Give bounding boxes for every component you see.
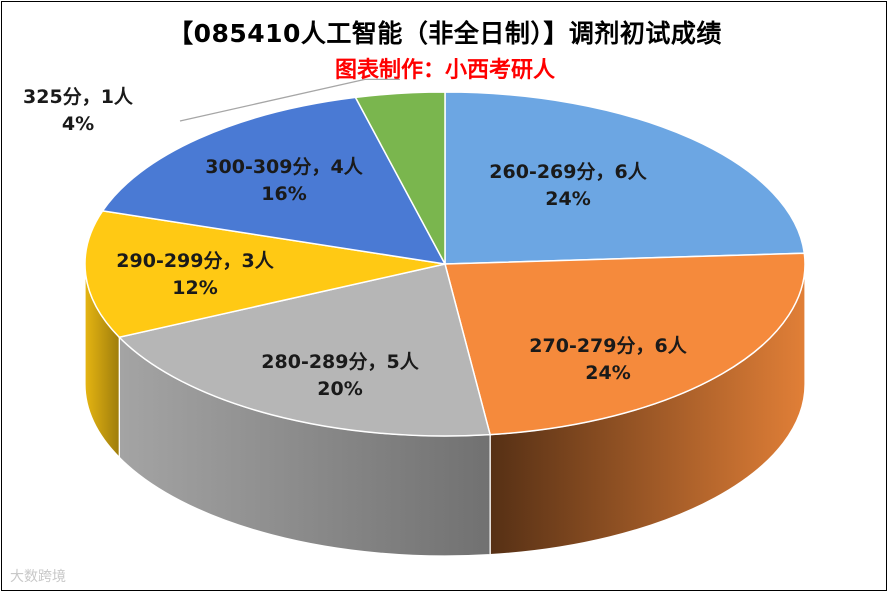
pie-slice-270-279分 [444,252,806,436]
pie-slice-290-299分 [84,210,446,339]
pie-slice-325分 [354,91,446,265]
data-label-280-289分: 280-289分，5人 20% [261,351,419,400]
data-label-percent: 4% [62,113,94,135]
leader-lines [179,78,400,122]
pie-slice-260-269分 [444,91,806,265]
data-label-name: 290-299分，3人 [116,250,274,272]
data-label-percent: 20% [317,378,362,400]
data-label-percent: 24% [545,188,590,210]
data-label-name: 260-269分，6人 [489,161,647,183]
data-label-percent: 24% [585,362,630,384]
pie-slice-280-289分 [117,263,492,437]
data-label-percent: 12% [172,277,217,299]
pie-slice-300-309分 [101,96,447,265]
data-label-325分: 325分，1人 4% [23,86,134,135]
pie-slices [84,91,806,437]
data-label-name: 280-289分，5人 [261,351,419,373]
data-label-name: 270-279分，6人 [529,335,687,357]
chart-title: 【085410人工智能（非全日制）】调剂初试成绩 [168,19,722,48]
data-labels: 260-269分，6人 24%270-279分，6人 24%280-289分，5人 2… [23,86,688,400]
data-label-260-269分: 260-269分，6人 24% [489,161,647,210]
data-label-290-299分: 290-299分，3人 12% [116,250,274,299]
leader-line-325分 [179,78,400,122]
watermark-text: 大数跨境 [10,569,66,585]
data-label-percent: 16% [261,183,306,205]
data-label-300-309分: 300-309分，4人 16% [205,156,363,205]
data-label-270-279分: 270-279分，6人 24% [529,335,687,384]
data-label-name: 300-309分，4人 [205,156,363,178]
data-label-name: 325分，1人 [23,86,134,108]
